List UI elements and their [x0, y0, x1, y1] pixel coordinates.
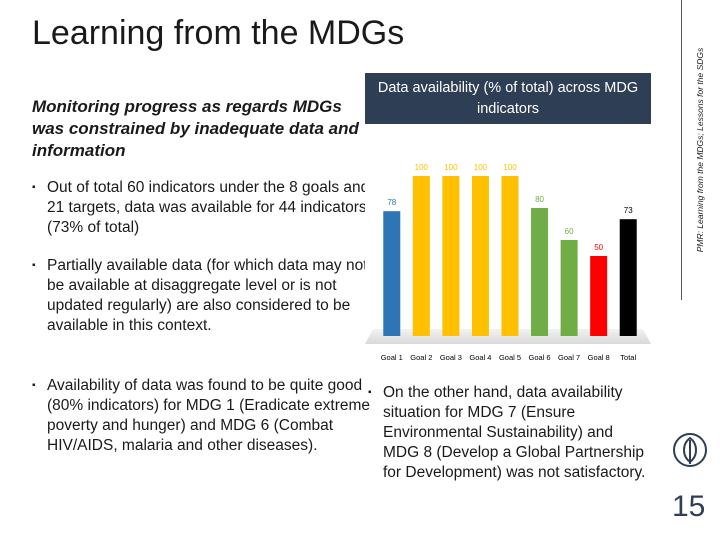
bullet-item: ▪ On the other hand, data availability s… [368, 383, 653, 483]
right-sidebar [681, 0, 720, 540]
data-label: 80 [535, 195, 544, 204]
bar-goal-7 [560, 240, 578, 336]
sidebar-divider [681, 0, 682, 300]
bar-goal-5 [501, 176, 519, 336]
data-label: 100 [503, 163, 517, 172]
bullet-item: ▪ Out of total 60 indicators under the 8… [32, 178, 387, 238]
bar-goal-2 [412, 176, 430, 336]
data-label: 50 [594, 243, 603, 252]
bar-goal-3 [442, 176, 460, 336]
x-tick-label: Goal 5 [499, 353, 521, 362]
data-label: 60 [565, 227, 574, 236]
bullet-item: ▪ Availability of data was found to be q… [32, 376, 387, 456]
x-tick-label: Goal 7 [558, 353, 580, 362]
x-tick-label: Goal 1 [381, 353, 403, 362]
x-tick-label: Goal 4 [469, 353, 491, 362]
side-caption: PMR: Learning from the MDGs; Lessons for… [695, 47, 705, 253]
bar-goal-6 [531, 208, 549, 336]
bar-goal-4 [471, 176, 489, 336]
section-subheading: Monitoring progress as regards MDGs was … [32, 97, 359, 160]
bar-goal-8 [590, 256, 608, 336]
chart-area: 78 Goal 1 100 Goal 2 100 Goal 3 100 Goal 4 100 Go… [365, 124, 651, 366]
x-tick-label: Goal 3 [440, 353, 462, 362]
data-label: 100 [415, 163, 429, 172]
bar-total [619, 219, 637, 336]
data-label: 78 [387, 198, 396, 207]
bar-chart: 78 Goal 1 100 Goal 2 100 Goal 3 100 Goal 4 100 Go… [365, 124, 651, 366]
x-tick-label: Goal 2 [410, 353, 432, 362]
x-tick-label: Goal 8 [588, 353, 610, 362]
bars-group: 78 Goal 1 100 Goal 2 100 Goal 3 100 Goal 4 100 Go… [381, 163, 637, 362]
bullet-marker: ▪ [32, 182, 36, 193]
bullet-marker: ▪ [32, 380, 36, 391]
bullet-marker: ▪ [368, 387, 372, 398]
leaf-logo-icon [673, 433, 707, 467]
x-tick-label: Goal 6 [529, 353, 551, 362]
slide-title: Learning from the MDGs [32, 14, 405, 52]
chart-title: Data availability (% of total) across MD… [365, 73, 651, 124]
bullet-text: On the other hand, data availability sit… [383, 384, 646, 481]
bullet-text: Partially available data (for which data… [47, 257, 368, 334]
bullet-marker: ▪ [32, 260, 36, 271]
data-label: 100 [444, 163, 458, 172]
x-tick-label: Total [620, 353, 636, 362]
data-label: 73 [624, 206, 633, 215]
bar-goal-1 [383, 211, 401, 336]
chart-floor [365, 329, 651, 344]
page-number: 15 [672, 490, 706, 523]
bullet-item: ▪ Partially available data (for which da… [32, 256, 372, 336]
data-label: 100 [474, 163, 488, 172]
bullet-text: Out of total 60 indicators under the 8 g… [47, 179, 370, 236]
bullet-text: Availability of data was found to be qui… [47, 377, 371, 454]
